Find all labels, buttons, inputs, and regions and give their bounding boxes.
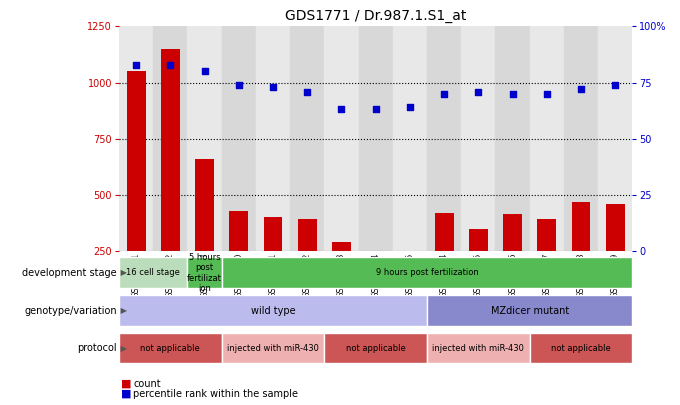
Bar: [229, 211, 248, 307]
Point: [267, 84, 279, 90]
Bar: [427, 333, 530, 363]
Bar: [119, 333, 222, 363]
Bar: [161, 49, 180, 307]
Point: [199, 68, 210, 75]
Bar: [324, 333, 427, 363]
Bar: [119, 26, 153, 251]
Bar: [188, 257, 222, 288]
Text: 16 cell stage: 16 cell stage: [126, 269, 180, 277]
Bar: [126, 71, 146, 307]
Text: ■: ■: [121, 389, 131, 399]
Text: ▶: ▶: [118, 344, 127, 353]
Title: GDS1771 / Dr.987.1.S1_at: GDS1771 / Dr.987.1.S1_at: [285, 9, 466, 23]
Bar: [469, 228, 488, 307]
Bar: [188, 26, 222, 251]
Bar: [290, 26, 324, 251]
Text: genotype/variation: genotype/variation: [24, 306, 117, 315]
Bar: [222, 333, 324, 363]
Text: MZdicer mutant: MZdicer mutant: [490, 306, 569, 315]
Bar: [461, 26, 496, 251]
Text: 5 hours
post
fertilizat
ion: 5 hours post fertilizat ion: [187, 253, 222, 293]
Text: wild type: wild type: [251, 306, 295, 315]
Bar: [598, 26, 632, 251]
Bar: [264, 217, 282, 307]
Text: injected with miR-430: injected with miR-430: [227, 344, 319, 353]
Point: [507, 91, 518, 97]
Point: [302, 88, 313, 95]
Bar: [153, 26, 188, 251]
Text: not applicable: not applicable: [346, 344, 405, 353]
Bar: [367, 294, 385, 307]
Bar: [119, 295, 427, 326]
Bar: [435, 213, 454, 307]
Bar: [530, 26, 564, 251]
Bar: [572, 202, 590, 307]
Point: [541, 91, 552, 97]
Bar: [530, 333, 632, 363]
Text: development stage: development stage: [22, 268, 117, 278]
Bar: [427, 26, 461, 251]
Bar: [401, 293, 420, 307]
Text: ▶: ▶: [118, 306, 127, 315]
Bar: [256, 26, 290, 251]
Point: [233, 81, 244, 88]
Bar: [324, 26, 358, 251]
Point: [575, 86, 586, 92]
Bar: [537, 219, 556, 307]
Text: percentile rank within the sample: percentile rank within the sample: [133, 389, 299, 399]
Bar: [119, 257, 188, 288]
Text: count: count: [133, 379, 161, 389]
Bar: [393, 26, 427, 251]
Point: [439, 91, 449, 97]
Bar: [503, 214, 522, 307]
Point: [165, 61, 175, 68]
Point: [610, 81, 621, 88]
Bar: [606, 204, 625, 307]
Text: protocol: protocol: [78, 343, 117, 353]
Bar: [496, 26, 530, 251]
Bar: [195, 159, 214, 307]
Point: [336, 106, 347, 113]
Bar: [222, 257, 632, 288]
Text: ▶: ▶: [118, 269, 127, 277]
Bar: [298, 219, 317, 307]
Bar: [222, 26, 256, 251]
Point: [370, 106, 381, 113]
Text: ■: ■: [121, 379, 131, 389]
Text: not applicable: not applicable: [141, 344, 200, 353]
Text: injected with miR-430: injected with miR-430: [432, 344, 524, 353]
Text: not applicable: not applicable: [551, 344, 611, 353]
Text: 9 hours post fertilization: 9 hours post fertilization: [375, 269, 479, 277]
Point: [131, 61, 141, 68]
Bar: [564, 26, 598, 251]
Point: [405, 104, 415, 111]
Bar: [427, 295, 632, 326]
Bar: [332, 242, 351, 307]
Bar: [358, 26, 393, 251]
Point: [473, 88, 484, 95]
